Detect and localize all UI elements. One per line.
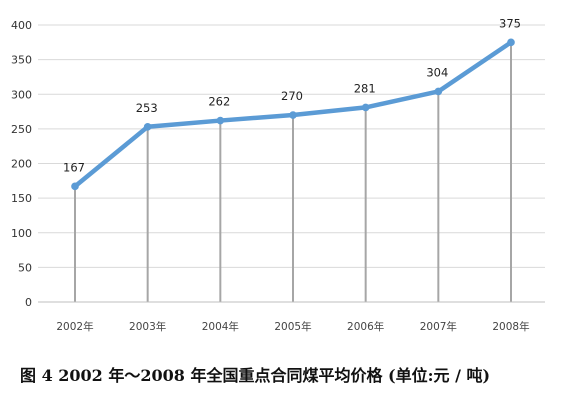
data-label: 270 bbox=[281, 89, 303, 103]
x-tick-label: 2004年 bbox=[202, 320, 239, 333]
data-labels: 167 253 262 270 281 304 375 bbox=[63, 16, 521, 174]
data-label: 375 bbox=[499, 16, 521, 30]
line-chart: 0 50 100 150 200 250 300 350 400 167 253 262 270 281… bbox=[11, 16, 545, 333]
x-tick-label: 2003年 bbox=[129, 320, 166, 333]
data-point bbox=[71, 182, 79, 191]
data-points bbox=[71, 38, 515, 191]
y-tick-label: 400 bbox=[11, 19, 32, 32]
data-point bbox=[361, 103, 370, 112]
data-label: 304 bbox=[426, 65, 448, 79]
data-label: 167 bbox=[63, 160, 85, 174]
y-tick-label: 0 bbox=[25, 296, 32, 309]
data-label: 262 bbox=[208, 95, 230, 109]
grid-lines bbox=[38, 24, 545, 268]
x-axis-ticks: 2002年 2003年 2004年 2005年 2006年 2007年 2008年 bbox=[56, 320, 529, 333]
y-tick-label: 150 bbox=[11, 192, 32, 205]
data-label: 281 bbox=[354, 81, 376, 95]
x-tick-label: 2007年 bbox=[420, 320, 457, 333]
x-tick-label: 2006年 bbox=[347, 320, 384, 333]
x-tick-label: 2005年 bbox=[274, 320, 311, 333]
data-point bbox=[216, 116, 225, 125]
data-point bbox=[507, 38, 515, 47]
x-tick-label: 2008年 bbox=[492, 320, 529, 333]
y-axis-ticks: 0 50 100 150 200 250 300 350 400 bbox=[11, 19, 32, 309]
y-tick-label: 200 bbox=[11, 158, 32, 171]
data-point bbox=[434, 87, 443, 96]
y-tick-label: 250 bbox=[11, 123, 32, 136]
data-point bbox=[289, 111, 297, 119]
x-tick-label: 2002年 bbox=[56, 320, 93, 333]
data-point bbox=[143, 122, 152, 131]
figure-caption: 图 4 2002 年～2008 年全国重点合同煤平均价格 (单位:元 / 吨) bbox=[20, 366, 491, 385]
data-label: 253 bbox=[136, 101, 158, 115]
y-tick-label: 50 bbox=[18, 261, 32, 274]
drop-lines bbox=[74, 42, 512, 302]
y-tick-label: 300 bbox=[11, 88, 32, 101]
y-tick-label: 100 bbox=[11, 227, 32, 240]
y-tick-label: 350 bbox=[11, 54, 32, 67]
